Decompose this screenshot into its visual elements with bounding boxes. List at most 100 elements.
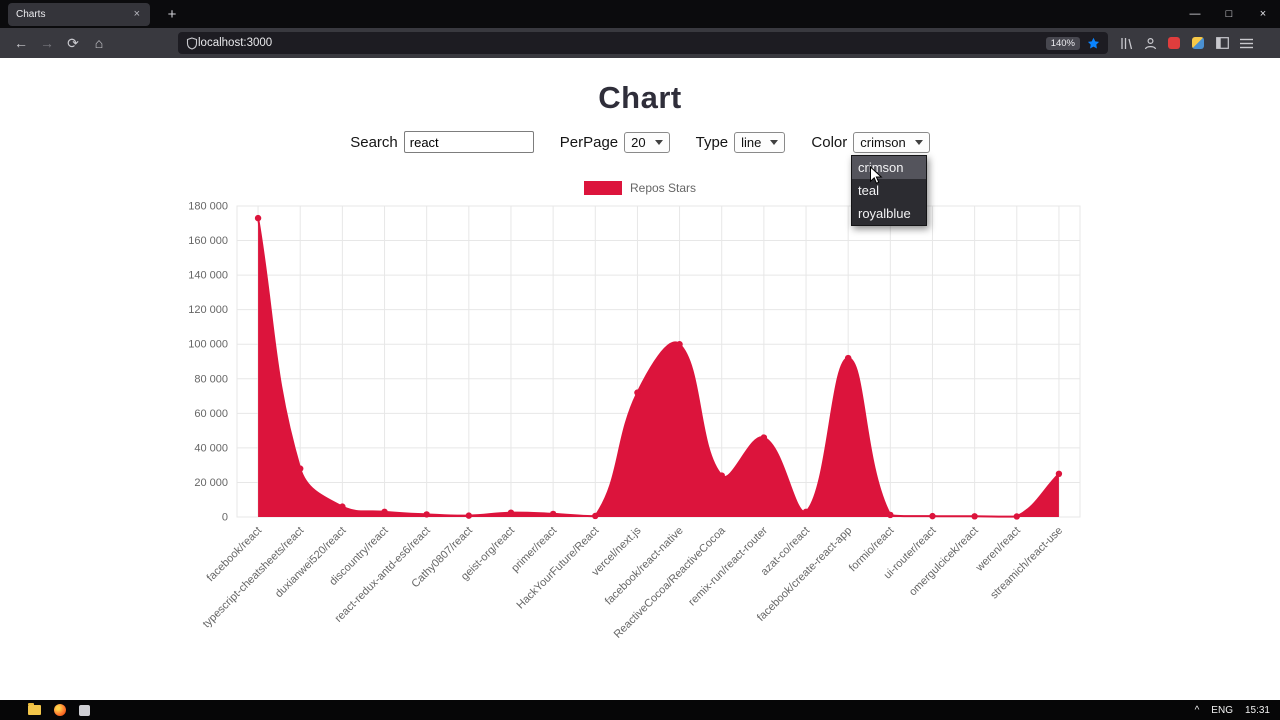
url-bar[interactable]: localhost:3000 140% xyxy=(178,32,1108,54)
url-text: localhost:3000 xyxy=(198,37,273,49)
bookmark-star-icon[interactable] xyxy=(1087,37,1100,50)
data-point[interactable] xyxy=(507,509,515,516)
x-tick-label: streamich/react-use xyxy=(988,525,1065,602)
x-tick-label: duxianwei520/react xyxy=(273,525,349,601)
data-point[interactable] xyxy=(423,511,430,518)
clock[interactable]: 15:31 xyxy=(1244,704,1270,716)
data-point[interactable] xyxy=(760,434,768,441)
search-group: Search xyxy=(350,131,534,153)
app-icon[interactable] xyxy=(79,704,90,716)
type-value: line xyxy=(741,134,762,150)
x-tick-label: facebook/react-native xyxy=(603,525,686,608)
color-option-royalblue[interactable]: royalblue xyxy=(858,206,911,221)
data-point[interactable] xyxy=(718,472,725,479)
y-tick-label: 140 000 xyxy=(188,270,228,282)
new-tab-button[interactable]: + xyxy=(167,5,177,23)
x-tick-label: remix-run/react-router xyxy=(686,524,770,608)
chevron-down-icon xyxy=(914,139,923,145)
y-tick-label: 100 000 xyxy=(188,339,228,351)
data-point[interactable] xyxy=(1013,513,1020,520)
color-value: crimson xyxy=(860,134,906,150)
x-tick-label: HackYourFuture/React xyxy=(515,525,602,612)
back-icon[interactable]: ← xyxy=(14,35,28,51)
data-point[interactable] xyxy=(887,511,894,519)
perpage-value: 20 xyxy=(631,134,646,150)
data-point[interactable] xyxy=(297,465,304,472)
y-tick-label: 0 xyxy=(222,512,228,524)
color-label: Color xyxy=(811,133,848,151)
controls-row: Search PerPage 20 Type line Color crimso… xyxy=(0,130,1280,154)
tray-caret-icon[interactable]: ^ xyxy=(1194,704,1200,716)
type-select[interactable]: line xyxy=(734,131,786,153)
account-icon[interactable] xyxy=(1138,31,1162,55)
grid xyxy=(236,205,1081,518)
data-point[interactable] xyxy=(339,503,346,510)
minimize-button[interactable]: — xyxy=(1189,8,1201,20)
data-point[interactable] xyxy=(844,354,852,362)
type-label: Type xyxy=(695,133,729,151)
shield-icon[interactable] xyxy=(186,36,198,50)
y-tick-label: 180 000 xyxy=(188,201,228,213)
file-explorer-icon[interactable] xyxy=(28,703,41,715)
data-point[interactable] xyxy=(549,510,557,518)
area-fill xyxy=(258,218,1059,517)
color-option-crimson[interactable]: crimson xyxy=(852,156,926,179)
y-tick-label: 80 000 xyxy=(194,373,228,385)
y-tick-label: 120 000 xyxy=(188,304,228,316)
home-icon[interactable]: ⌂ xyxy=(94,35,104,51)
extension-color-icon[interactable] xyxy=(1186,31,1210,55)
window-controls: — □ × xyxy=(1178,0,1280,28)
chevron-down-icon xyxy=(654,139,663,145)
data-point[interactable] xyxy=(676,341,683,348)
browser-tab[interactable]: Charts × xyxy=(8,2,150,26)
y-tick-label: 40 000 xyxy=(194,442,228,454)
reload-icon[interactable]: ⟳ xyxy=(67,34,79,51)
color-option-teal[interactable]: teal xyxy=(858,183,879,198)
firefox-icon[interactable] xyxy=(54,704,66,716)
close-button[interactable]: × xyxy=(1259,8,1267,20)
data-point[interactable] xyxy=(465,512,473,519)
tab-close-icon[interactable]: × xyxy=(133,8,140,20)
zoom-level-badge[interactable]: 140% xyxy=(1045,36,1080,50)
maximize-button[interactable]: □ xyxy=(1225,8,1233,20)
mouse-cursor xyxy=(869,165,883,191)
perpage-label: PerPage xyxy=(559,133,619,151)
data-point[interactable] xyxy=(929,512,936,520)
chart-area: 0 20 000 40 000 60 000 80 000 100 000 120 000 1… xyxy=(140,200,1085,665)
data-point[interactable] xyxy=(802,508,810,516)
perpage-select[interactable]: 20 xyxy=(624,131,670,153)
search-input[interactable] xyxy=(403,131,534,153)
y-tick-label: 160 000 xyxy=(188,235,228,247)
data-point[interactable] xyxy=(1055,470,1063,478)
legend-label: Repos Stars xyxy=(629,181,697,195)
chevron-down-icon xyxy=(770,139,779,145)
data-point[interactable] xyxy=(381,508,388,516)
page-content: Chart Search PerPage 20 Type line Color … xyxy=(0,58,1280,700)
browser-navbar: ← → ⟳ ⌂ localhost:3000 140% xyxy=(0,28,1280,58)
data-point[interactable] xyxy=(592,512,599,520)
taskbar-apps xyxy=(28,703,90,716)
y-tick-label: 60 000 xyxy=(194,408,228,420)
data-point[interactable] xyxy=(254,214,262,222)
windows-taskbar: ^ ENG 15:31 xyxy=(0,700,1280,720)
language-indicator[interactable]: ENG xyxy=(1211,704,1233,716)
color-group: Color crimson xyxy=(811,131,930,153)
type-group: Type line xyxy=(695,131,786,153)
color-dropdown: crimson teal royalblue xyxy=(851,155,927,226)
legend-swatch xyxy=(583,181,622,195)
color-select[interactable]: crimson xyxy=(853,131,930,153)
data-point[interactable] xyxy=(971,513,978,520)
menu-icon[interactable] xyxy=(1234,31,1258,55)
library-icon[interactable] xyxy=(1114,31,1138,55)
data-point[interactable] xyxy=(634,389,641,396)
forward-icon[interactable]: → xyxy=(40,35,54,51)
chart-legend[interactable]: Repos Stars xyxy=(0,181,1280,195)
sidebar-icon[interactable] xyxy=(1210,31,1234,55)
tab-title: Charts xyxy=(16,8,46,20)
stars-chart: 0 20 000 40 000 60 000 80 000 100 000 120 000 1… xyxy=(188,201,1081,641)
search-label: Search xyxy=(350,133,398,151)
extension-red-icon[interactable] xyxy=(1162,31,1186,55)
perpage-group: PerPage 20 xyxy=(559,131,670,153)
page-title: Chart xyxy=(598,80,682,115)
y-tick-label: 20 000 xyxy=(194,477,228,489)
